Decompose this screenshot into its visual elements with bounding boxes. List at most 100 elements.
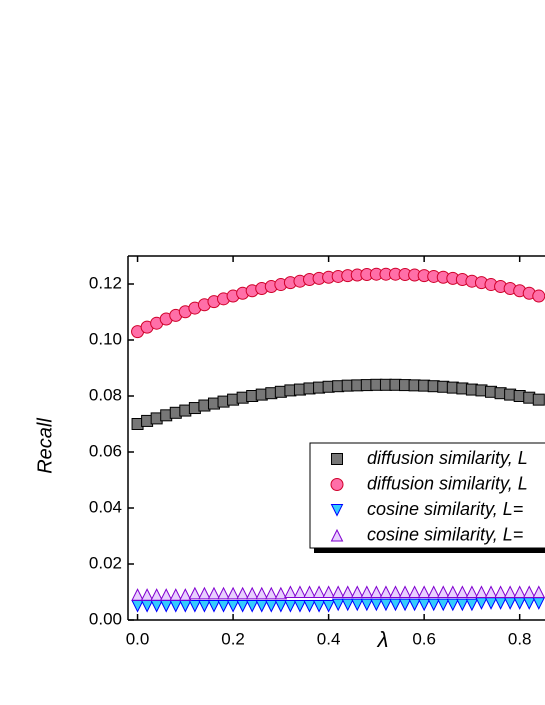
data-point [198,600,211,613]
data-point [284,585,297,598]
data-point [417,598,431,612]
data-point [427,598,441,612]
legend-marker [331,453,343,465]
data-point [226,600,240,613]
data-point [331,598,345,612]
y-tick-label: 0.10 [89,329,122,348]
data-point [264,600,278,613]
y-tick-label: 0.02 [89,553,122,572]
data-point [360,598,374,612]
x-tick-label: 0.8 [508,629,532,648]
data-point [513,597,526,610]
legend-shadow [314,547,545,553]
legend-label: diffusion similarity, L [367,448,528,468]
data-point [532,393,545,406]
data-point [245,600,259,613]
data-point [341,585,355,598]
data-point [169,600,183,613]
data-point [150,600,163,613]
x-tick-label: 0.2 [221,629,245,648]
legend-marker [330,528,344,542]
data-point [408,598,421,612]
data-point [207,586,221,600]
data-point [331,585,345,598]
data-point [217,586,230,600]
x-axis-label: λ [377,627,389,652]
data-point [255,586,269,600]
data-point [303,600,316,613]
data-point [350,585,364,598]
data-point [408,585,421,598]
y-axis-label: Recall [34,418,56,474]
legend-box [309,442,545,549]
data-point [417,585,431,598]
data-point [236,586,249,600]
data-point [255,600,269,613]
data-point [226,586,240,600]
data-point [398,598,412,612]
data-point [312,600,326,613]
data-point [532,597,545,610]
data-point [188,586,202,600]
data-point [522,585,536,598]
data-point [360,585,374,598]
data-point [179,600,192,613]
data-point [446,585,460,598]
data-point [494,597,507,610]
data-point [484,585,498,598]
data-point [140,588,154,601]
data-point [245,586,259,600]
data-point [436,585,450,598]
x-tick-label: 0.0 [126,629,150,648]
data-point [274,600,288,613]
data-point [370,585,383,598]
data-point [131,588,144,601]
data-point [198,586,211,600]
y-tick-label: 0.12 [89,273,122,292]
data-point [322,585,335,598]
data-point [169,588,183,601]
data-point [503,597,517,610]
y-tick-label: 0.00 [89,609,122,628]
data-point [322,600,335,613]
data-point [284,600,297,613]
legend-label: diffusion similarity, L [367,473,528,493]
data-point [274,586,288,600]
data-point [475,585,488,598]
data-point [293,585,307,598]
data-point [446,598,460,612]
legend-label: cosine similarity, L= [367,499,523,519]
data-point [456,585,469,598]
data-point [532,585,545,598]
data-point [484,597,498,610]
data-point [303,585,316,598]
y-tick-label: 0.08 [89,385,122,404]
data-point [312,585,326,598]
data-point [522,597,536,610]
data-point [436,598,450,612]
data-point [207,600,221,613]
data-point [264,586,278,600]
y-tick-label: 0.06 [89,441,122,460]
data-point [150,588,163,601]
data-point [503,585,517,598]
data-point [456,598,469,612]
data-point [389,598,402,612]
data-point [475,597,488,610]
x-tick-label: 0.4 [317,629,341,648]
data-point [350,598,364,612]
data-point [465,585,479,598]
data-point [370,598,383,612]
data-point [532,289,545,303]
y-tick-label: 0.04 [89,497,122,516]
data-point [188,600,202,613]
data-point [494,585,507,598]
data-point [379,585,393,598]
data-point [159,588,173,601]
data-point [379,598,393,612]
legend-marker [330,478,344,491]
data-point [341,598,355,612]
data-point [159,600,173,613]
data-point [140,600,154,613]
